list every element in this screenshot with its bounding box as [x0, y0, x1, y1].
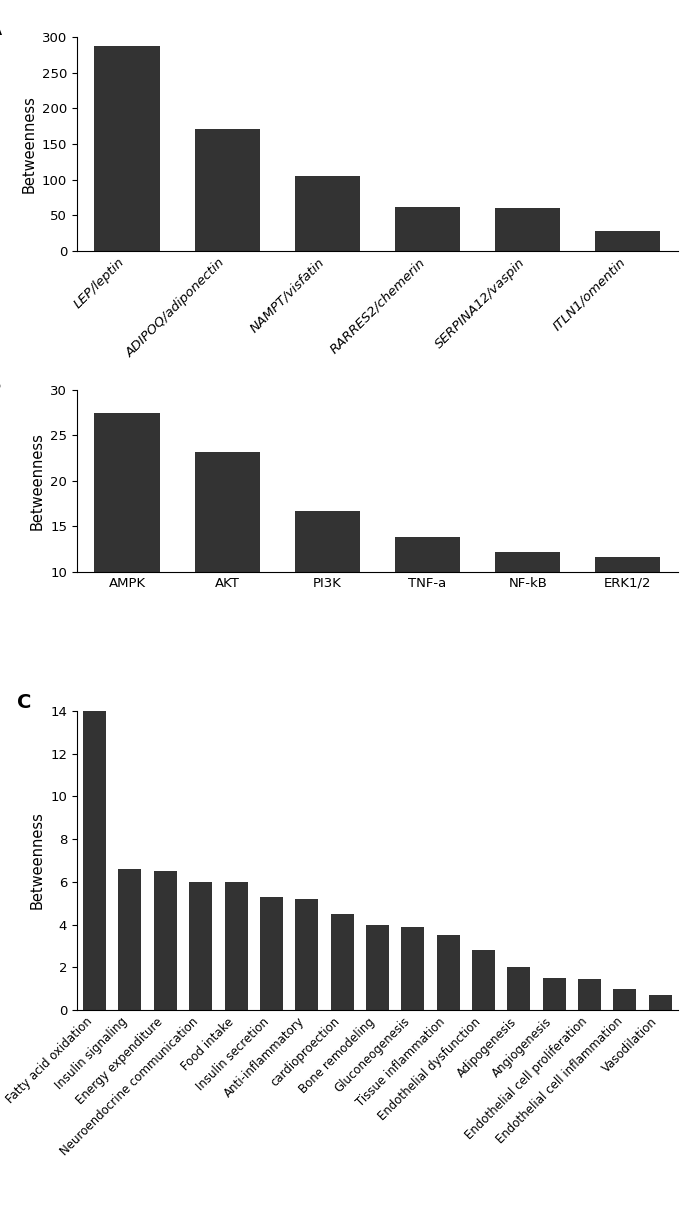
Bar [194, 129, 260, 251]
Bar [578, 979, 601, 1010]
Bar [366, 925, 389, 1010]
Bar [295, 176, 360, 251]
Text: B: B [0, 376, 1, 394]
Bar [614, 989, 637, 1010]
Bar [118, 869, 141, 1010]
Text: C: C [17, 692, 31, 712]
Bar [94, 47, 159, 251]
Y-axis label: Betweenness: Betweenness [29, 812, 45, 909]
Bar [495, 552, 561, 663]
Bar [395, 207, 460, 251]
Bar [542, 978, 565, 1010]
Bar [507, 967, 531, 1010]
Bar [224, 882, 247, 1010]
Bar [437, 935, 460, 1010]
Bar [395, 537, 460, 663]
Bar [260, 897, 283, 1010]
Text: A: A [0, 20, 2, 39]
Bar [495, 208, 561, 251]
Bar [596, 557, 661, 663]
Bar [194, 452, 260, 663]
Bar [189, 882, 212, 1010]
Bar [154, 871, 177, 1010]
Bar [94, 413, 159, 663]
Y-axis label: Betweenness: Betweenness [29, 432, 45, 530]
Bar [472, 950, 495, 1010]
Bar [83, 711, 106, 1010]
Bar [649, 995, 672, 1010]
Y-axis label: Betweenness: Betweenness [21, 95, 36, 193]
Bar [331, 914, 354, 1010]
Bar [295, 511, 360, 663]
Bar [401, 926, 424, 1010]
Bar [295, 899, 318, 1010]
Bar [596, 230, 661, 251]
